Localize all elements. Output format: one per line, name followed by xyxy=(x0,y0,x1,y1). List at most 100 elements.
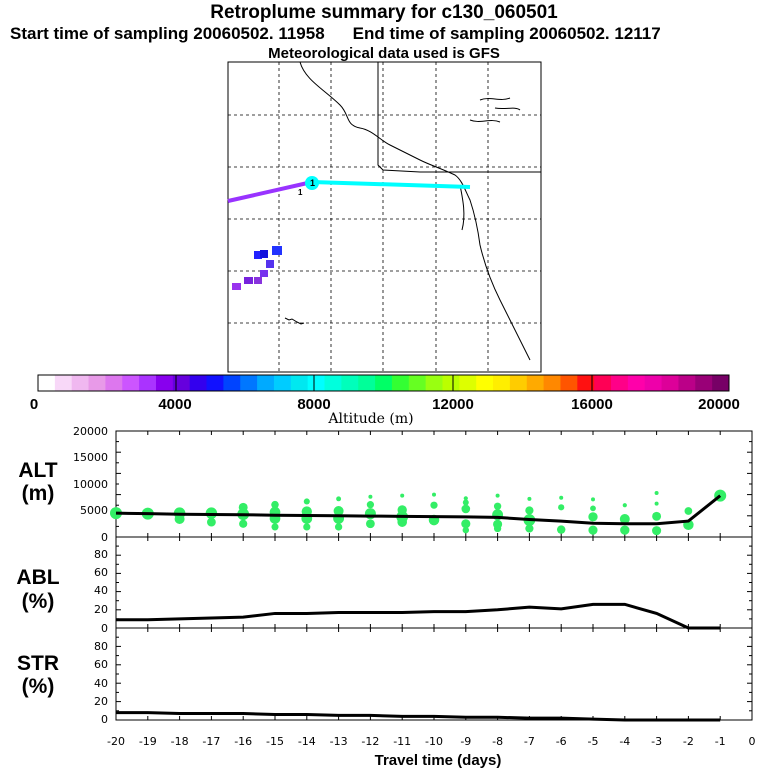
plume-point xyxy=(493,502,502,510)
colorbar-swatch xyxy=(257,375,275,391)
x-tick-labels: -20 -19 -18 -17 -16 -15 -14 -13 -12 -11 -10 -9 -8 -7-… xyxy=(107,735,755,748)
colorbar-swatch xyxy=(88,375,106,391)
str-ylabel-unit: (%) xyxy=(22,675,55,698)
colorbar-tick: 12000 xyxy=(432,396,474,413)
colorbar-swatch xyxy=(391,375,410,391)
xtick-label: -9 xyxy=(460,735,471,748)
xtick-label: -7 xyxy=(524,735,535,748)
trajectory-map: 1 1 xyxy=(227,61,542,373)
particle xyxy=(266,260,274,268)
colorbar-label: Altitude (m) xyxy=(327,411,413,427)
colorbar-swatch xyxy=(273,375,292,391)
ytick-label: 20 xyxy=(94,695,108,708)
colorbar-swatch xyxy=(476,375,494,391)
plume-point xyxy=(336,496,342,502)
plume-point xyxy=(654,501,659,506)
abl-ylabel: ABL xyxy=(16,566,59,589)
colorbar-tick: 4000 xyxy=(158,396,191,413)
plume-point xyxy=(461,519,471,529)
plume-point xyxy=(333,506,344,517)
colorbar-swatch xyxy=(611,375,629,391)
colorbar-swatch xyxy=(189,375,208,391)
colorbar-swatch xyxy=(543,375,561,391)
plume-point xyxy=(463,496,468,501)
xtick-label: -6 xyxy=(556,735,567,748)
colorbar-swatch xyxy=(408,375,427,391)
xtick-label: -20 xyxy=(107,735,125,748)
plume-point xyxy=(558,504,565,511)
ytick-label: 20000 xyxy=(73,425,108,438)
ytick-label: 5000 xyxy=(80,504,108,517)
plume-point xyxy=(366,519,375,529)
colorbar-tick: 16000 xyxy=(571,396,613,413)
particle xyxy=(254,277,262,284)
plume-point xyxy=(525,524,534,533)
colorbar-swatch xyxy=(375,375,393,391)
colorbar-swatch xyxy=(425,375,443,391)
plume-point xyxy=(591,497,595,502)
str-line xyxy=(116,711,721,722)
x-axis-label: Travel time (days) xyxy=(375,752,502,768)
str-ylabel: STR xyxy=(17,652,59,675)
ytick-label: 0 xyxy=(101,622,108,635)
colorbar-swatch xyxy=(122,375,140,391)
plume-point xyxy=(303,523,311,531)
colorbar-frame xyxy=(37,374,730,392)
plume-point xyxy=(556,525,566,534)
colorbar-swatch xyxy=(459,375,477,391)
xtick-label: -19 xyxy=(139,735,157,748)
colorbar-swatch xyxy=(678,375,696,391)
xtick-label: -14 xyxy=(298,735,316,748)
end-time-label: End time of sampling 20060502. 12117 xyxy=(352,24,661,43)
particle xyxy=(260,270,268,277)
plume-particles xyxy=(232,246,282,290)
colorbar-swatch xyxy=(240,375,258,391)
ytick-label: 80 xyxy=(94,640,108,653)
xtick-label: -18 xyxy=(171,735,189,748)
particle xyxy=(260,250,268,258)
colorbar-swatch xyxy=(509,375,528,391)
abl-ylabel-unit: (%) xyxy=(22,590,55,613)
alt-yticks: 20000 15000 10000 5000 0 xyxy=(73,425,108,544)
colorbar-swatch xyxy=(577,375,595,391)
abl-yticks: 80 60 40 20 0 xyxy=(94,548,108,635)
plume-point xyxy=(525,506,534,515)
sampling-times: Start time of sampling 20060502. 11958 En… xyxy=(10,24,661,44)
plume-point xyxy=(238,502,248,512)
abl-line xyxy=(116,602,721,630)
plume-point xyxy=(654,491,659,496)
plume-point xyxy=(400,493,405,498)
colorbar-swatch xyxy=(526,375,545,391)
colorbar-swatch xyxy=(38,375,56,391)
start-time-label: Start time of sampling 20060502. 11958 xyxy=(10,24,325,43)
plume-point xyxy=(334,523,343,531)
xtick-label: -8 xyxy=(492,735,503,748)
colorbar-tick: 20000 xyxy=(698,396,740,413)
plume-point xyxy=(303,498,310,505)
xtick-label: -13 xyxy=(330,735,348,748)
ytick-label: 60 xyxy=(94,658,108,671)
colorbar-swatch xyxy=(695,375,713,391)
release-label-2: 1 xyxy=(298,188,303,197)
str-panel-frame xyxy=(115,627,753,721)
str-yticks: 80 60 40 20 0 xyxy=(94,640,108,726)
plume-point xyxy=(462,526,470,534)
xtick-label: -10 xyxy=(425,735,443,748)
xtick-label: -16 xyxy=(234,735,252,748)
map-graticule xyxy=(228,62,541,372)
colorbar-swatch xyxy=(493,375,511,391)
colorbar-swatch xyxy=(172,375,191,391)
ytick-label: 10000 xyxy=(73,478,108,491)
alt-ylabel: ALT xyxy=(18,459,57,482)
axis-ticks xyxy=(115,430,753,721)
colorbar-tick: 8000 xyxy=(297,396,330,413)
colorbar-swatch xyxy=(712,375,730,391)
particle xyxy=(244,277,253,284)
plume-point xyxy=(110,507,122,520)
plume-point xyxy=(620,525,630,535)
plume-point xyxy=(684,507,693,515)
plume-point xyxy=(588,512,598,522)
colorbar-swatch xyxy=(54,375,73,391)
colorbar-swatch xyxy=(206,375,224,391)
colorbar-swatch xyxy=(290,375,309,391)
